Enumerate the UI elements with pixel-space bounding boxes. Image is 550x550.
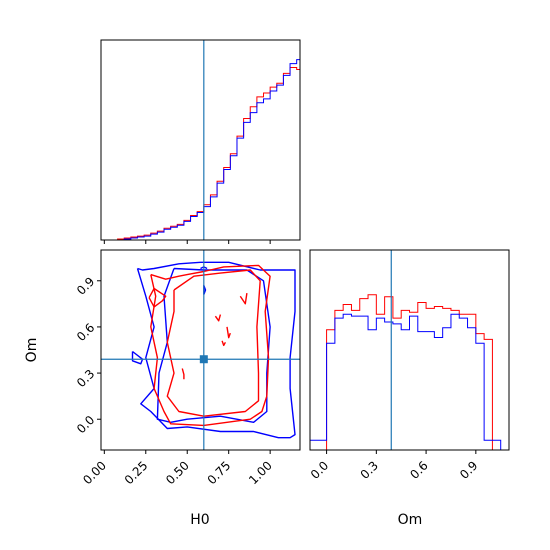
h0-om-contour-panel: 0.00 0.25 0.50 0.75 1.00 0.0 0.3 0.6 0.9	[74, 249, 301, 487]
contour-x-tick-label-4: 1.00	[246, 458, 275, 487]
om-histogram-panel: 0.0 0.3 0.6 0.9	[308, 249, 510, 482]
contour-frame	[100, 249, 301, 451]
om-histogram-series-1	[326, 294, 493, 450]
om-histogram-frame	[309, 249, 510, 451]
contour-x-tick-label-1: 0.25	[122, 458, 151, 487]
contour-series-1-level-3	[131, 350, 144, 365]
contour-x-tick-label-3: 0.75	[205, 458, 234, 487]
om-x-tick-label-0: 0.0	[308, 458, 331, 481]
h0-histogram-frame	[100, 39, 301, 241]
contour-y-tick-label-0: 0.0	[74, 413, 97, 436]
contour-x-tick-label-0: 0.00	[80, 458, 109, 487]
om-histogram-series-2	[310, 313, 502, 450]
x-axis-label-h0: H0	[190, 512, 209, 528]
contour-series-2-level-7	[221, 340, 227, 347]
contour-x-tick-label-2: 0.50	[163, 458, 192, 487]
contour-truth-marker	[199, 355, 208, 364]
y-axis-label-om: Om	[24, 338, 40, 363]
h0-histogram-panel	[100, 39, 301, 244]
contour-y-tick-label-1: 0.3	[74, 367, 97, 390]
om-x-tick-label-3: 0.9	[457, 458, 480, 481]
contour-series-2-level-6	[226, 326, 231, 339]
h0-histogram-series-2	[104, 59, 300, 240]
contour-y-tick-label-2: 0.6	[74, 321, 97, 344]
contour-series-2-level-2	[166, 269, 261, 417]
contour-series-2-level-8	[239, 292, 248, 305]
contour-y-tick-label-3: 0.9	[74, 274, 97, 297]
x-axis-label-om: Om	[398, 512, 423, 528]
om-x-tick-label-2: 0.6	[407, 458, 430, 481]
contour-series-2-level-3	[148, 287, 167, 308]
om-histogram-plot-area	[310, 250, 502, 450]
contour-series-1-level-1	[136, 261, 296, 439]
contour-series-2-level-1	[150, 264, 271, 427]
contour-series-2-level-5	[214, 314, 222, 322]
h0-histogram-plot-area	[104, 40, 300, 240]
om-x-tick-label-1: 0.3	[358, 458, 381, 481]
contour-plot-area	[101, 250, 300, 450]
axis-labels: H0 Om Om	[24, 338, 422, 528]
contour-series-2-level-4	[181, 368, 185, 380]
